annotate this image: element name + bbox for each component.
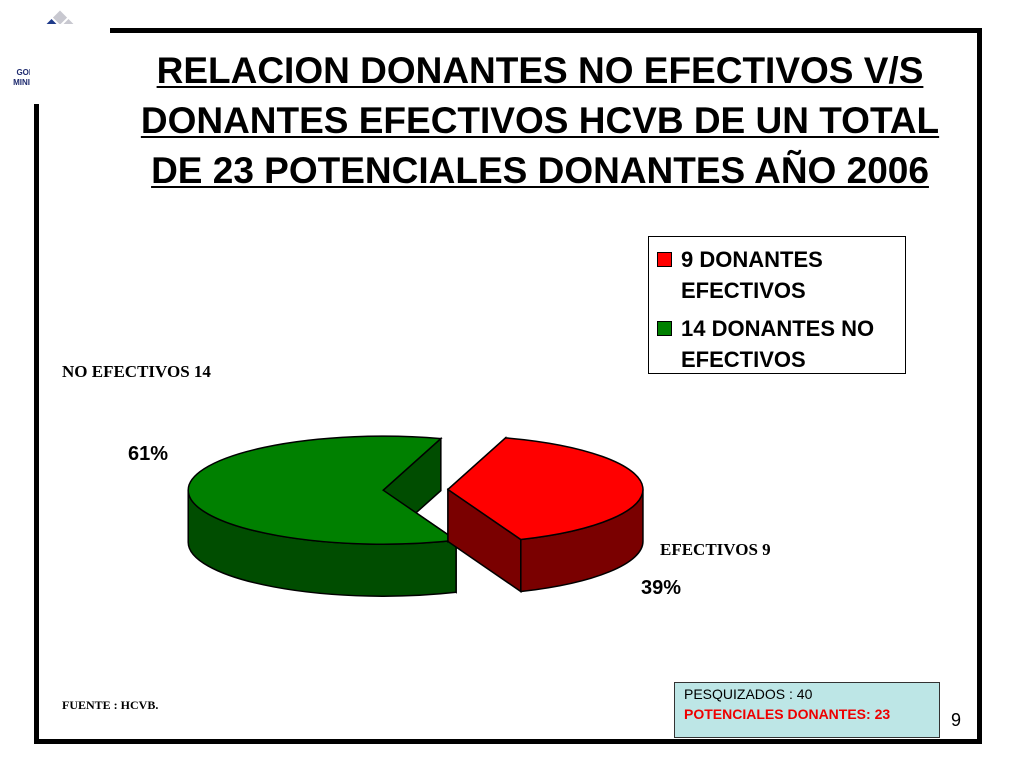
legend-efectivos-line2: EFECTIVOS [681, 278, 806, 303]
slide-frame [34, 28, 982, 744]
slide-title: RELACION DONANTES NO EFECTIVOS V/S DONAN… [90, 46, 990, 196]
legend-no-efectivos-line2: EFECTIVOS [681, 347, 806, 372]
chart-legend: 9 DONANTES EFECTIVOS 14 DONANTES NO EFEC… [648, 236, 906, 374]
slice-1-top-face [187, 435, 459, 545]
info-potenciales: POTENCIALES DONANTES: 23 [684, 706, 891, 722]
label-efectivos: EFECTIVOS 9 [660, 540, 771, 559]
info-box: PESQUIZADOS : 40 POTENCIALES DONANTES: 2… [674, 682, 940, 738]
legend-text-efectivos: 9 DONANTES EFECTIVOS [681, 244, 906, 306]
source-note: FUENTE : HCVB. [62, 698, 159, 712]
frame-gap [30, 24, 110, 104]
page-number: 9 [951, 710, 962, 730]
legend-efectivos-line1: 9 DONANTES [681, 247, 823, 272]
slice-0-top-face [446, 437, 644, 541]
pct-label-efectivos: 39% [641, 577, 682, 599]
label-no-efectivos: NO EFECTIVOS 14 [62, 362, 211, 381]
title-line-2: DONANTES EFECTIVOS HCVB DE UN TOTAL [140, 100, 940, 141]
info-pesquizados: PESQUIZADOS : 40 [684, 686, 813, 702]
title-line-3: DE 23 POTENCIALES DONANTES AÑO 2006 [151, 150, 929, 191]
title-line-1: RELACION DONANTES NO EFECTIVOS V/S [156, 50, 924, 91]
legend-no-efectivos-line1: 14 DONANTES NO [681, 316, 875, 341]
legend-text-no-efectivos: 14 DONANTES NO EFECTIVOS [681, 313, 906, 375]
pct-label-no-efectivos: 61% [128, 443, 169, 465]
legend-swatch-red [657, 252, 672, 267]
legend-swatch-green [657, 321, 672, 336]
